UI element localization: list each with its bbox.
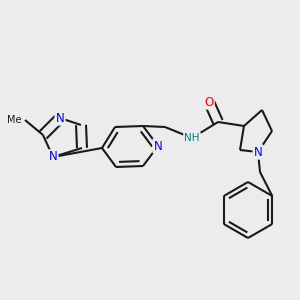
Text: N: N xyxy=(254,146,262,158)
Text: N: N xyxy=(154,140,162,152)
Text: Me: Me xyxy=(8,115,22,125)
Text: O: O xyxy=(204,95,214,109)
Text: N: N xyxy=(56,112,64,124)
Text: N: N xyxy=(49,151,57,164)
Text: NH: NH xyxy=(184,133,200,143)
